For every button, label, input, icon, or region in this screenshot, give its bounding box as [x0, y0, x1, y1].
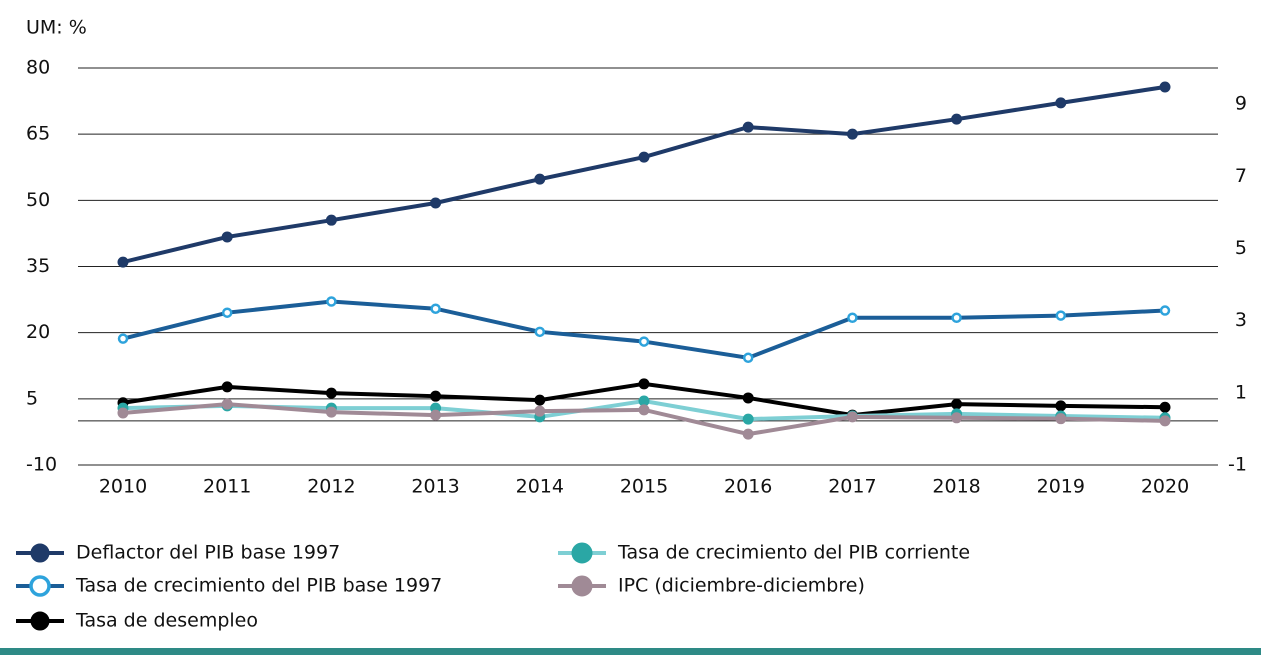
series-line	[122, 299, 1166, 360]
series-line	[122, 84, 1166, 265]
data-point	[1159, 401, 1171, 413]
data-point	[1159, 415, 1171, 427]
y2-tick-label: 9	[1235, 93, 1247, 115]
data-point	[951, 398, 963, 410]
data-point	[325, 387, 337, 399]
data-point	[221, 307, 233, 318]
data-point	[951, 312, 962, 323]
data-point	[847, 312, 858, 323]
x-tick-label: 2010	[99, 476, 147, 498]
data-point	[430, 390, 442, 402]
data-point	[638, 378, 650, 390]
data-point	[534, 394, 546, 406]
data-point	[117, 407, 129, 419]
y2-tick-label: 1	[1235, 381, 1247, 403]
x-tick-label: 2018	[932, 476, 980, 498]
y-tick-label: 5	[26, 387, 38, 409]
y-tick-label: 65	[26, 123, 50, 145]
x-tick-label: 2019	[1037, 476, 1085, 498]
data-point	[638, 404, 650, 416]
x-tick-label: 2017	[828, 476, 876, 498]
legend-label: Tasa de crecimiento del PIB corriente	[617, 542, 970, 564]
legend-marker	[30, 611, 50, 631]
legend-marker	[571, 575, 593, 597]
data-point	[534, 405, 546, 417]
data-point	[325, 406, 337, 418]
y-tick-label: 20	[26, 321, 50, 343]
legend-label: Tasa de crecimiento del PIB base 1997	[75, 575, 442, 597]
data-point	[638, 336, 650, 347]
y-axis-label: UM: %	[26, 17, 87, 39]
data-point	[951, 412, 963, 424]
x-tick-label: 2020	[1141, 476, 1189, 498]
data-point	[742, 392, 754, 404]
data-point	[117, 333, 129, 344]
legend: Deflactor del PIB base 1997 Tasa de creci…	[16, 542, 970, 632]
data-point	[430, 197, 442, 209]
data-point	[430, 303, 441, 314]
y2-tick-label: 7	[1235, 165, 1247, 187]
x-tick-label: 2014	[516, 476, 564, 498]
x-tick-label: 2012	[307, 476, 355, 498]
data-point	[430, 409, 442, 421]
legend-label: Deflactor del PIB base 1997	[76, 542, 340, 564]
legend-marker	[571, 542, 593, 564]
data-point	[1055, 413, 1067, 425]
data-point	[742, 352, 754, 364]
data-point	[1055, 400, 1067, 412]
y-tick-label: 35	[26, 255, 50, 277]
data-point	[742, 428, 754, 440]
data-point	[534, 326, 546, 338]
data-point	[742, 413, 754, 425]
y-tick-label: -10	[26, 454, 57, 476]
y2-tick-label: 3	[1235, 309, 1247, 331]
data-point	[1159, 81, 1171, 93]
data-point	[742, 121, 754, 133]
data-point	[638, 151, 650, 163]
legend-label: IPC (diciembre-diciembre)	[618, 575, 865, 597]
data-point	[221, 231, 233, 243]
x-tick-label: 2015	[620, 476, 668, 498]
legend-marker	[29, 575, 51, 597]
data-point	[325, 214, 337, 226]
data-point	[326, 296, 337, 307]
data-point	[1055, 97, 1067, 109]
footer-bar	[0, 648, 1261, 655]
data-point	[846, 411, 858, 423]
data-point	[221, 398, 233, 410]
x-tick-label: 2016	[724, 476, 772, 498]
data-point	[951, 113, 963, 125]
data-point	[846, 128, 858, 140]
legend-label: Tasa de desempleo	[75, 610, 258, 632]
data-point	[117, 256, 129, 268]
data-point	[1055, 310, 1067, 321]
legend-marker	[30, 543, 50, 563]
y-tick-label: 50	[26, 189, 50, 211]
y2-tick-label: -1	[1228, 454, 1247, 476]
y-tick-label: 80	[26, 57, 50, 79]
data-point	[534, 173, 546, 185]
x-tick-label: 2013	[411, 476, 459, 498]
y2-tick-label: 5	[1235, 237, 1247, 259]
data-point	[221, 381, 233, 393]
x-tick-label: 2011	[203, 476, 251, 498]
data-point	[1159, 305, 1171, 316]
